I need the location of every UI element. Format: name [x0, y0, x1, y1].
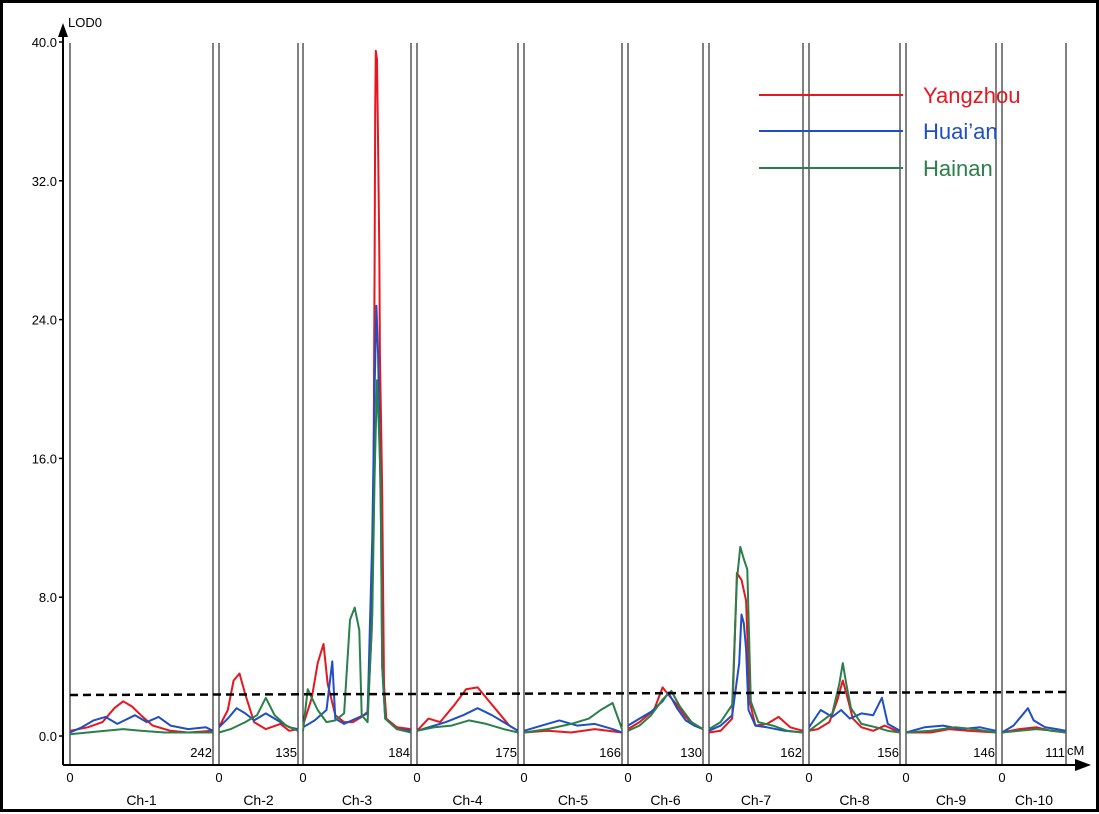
chromosome-end-label: 184 — [388, 745, 410, 760]
chromosome-end-label: 146 — [973, 745, 995, 760]
chromosome-start-label: 0 — [520, 770, 527, 785]
qtl-lod-chart: 0.08.016.024.032.040.0LOD0cM0242Ch-10135… — [32, 15, 1091, 808]
chromosome-end-label: 135 — [275, 745, 297, 760]
series-line-hainan-ch-9 — [905, 726, 997, 734]
chromosome-name-label: Ch-9 — [936, 792, 967, 808]
chromosome-start-label: 0 — [805, 770, 812, 785]
y-tick-label: 32.0 — [32, 174, 57, 189]
y-tick-label: 24.0 — [32, 313, 57, 328]
series-line-huaian-ch-4 — [416, 707, 519, 732]
y-tick-label: 40.0 — [32, 35, 57, 50]
series-line-yangzhou-ch-3 — [302, 49, 412, 731]
series-line-huaian-ch-7 — [708, 613, 804, 734]
chromosome-name-label: Ch-1 — [126, 792, 157, 808]
lod-threshold-line — [69, 690, 1067, 697]
chromosome-start-label: 0 — [299, 770, 306, 785]
legend-label-hainan: Hainan — [923, 156, 993, 181]
chromosome-start-label: 0 — [902, 770, 909, 785]
chromosome-end-label: 162 — [780, 745, 802, 760]
series-line-hainan-ch-6 — [627, 689, 704, 732]
y-tick-label: 8.0 — [39, 590, 57, 605]
series-line-hainan-ch-5 — [523, 702, 623, 734]
x-unit-label: cM — [1067, 743, 1084, 758]
series-line-yangzhou-ch-8 — [808, 679, 901, 734]
y-axis-arrow — [58, 23, 68, 37]
chromosome-end-label: 242 — [190, 745, 212, 760]
chromosome-start-label: 0 — [215, 770, 222, 785]
chromosome-start-label: 0 — [66, 770, 73, 785]
series-line-yangzhou-ch-5 — [523, 728, 623, 734]
chromosome-start-label: 0 — [998, 770, 1005, 785]
chromosome-name-label: Ch-3 — [342, 792, 373, 808]
series-line-hainan-ch-1 — [69, 728, 213, 736]
chromosome-name-label: Ch-5 — [558, 792, 589, 808]
series-line-yangzhou-ch-1 — [69, 700, 214, 734]
legend-label-yangzhou: Yangzhou — [923, 83, 1020, 108]
series-line-yangzhou-ch-7 — [708, 571, 804, 734]
chromosome-end-label: 175 — [495, 745, 517, 760]
series-line-hainan-ch-7 — [708, 545, 804, 734]
series-line-yangzhou-ch-2 — [218, 672, 299, 732]
y-tick-label: 16.0 — [32, 451, 57, 466]
series-line-hainan-ch-8 — [808, 662, 901, 734]
series-line-huaian-ch-1 — [69, 714, 214, 734]
chromosome-start-label: 0 — [413, 770, 420, 785]
chromosome-name-label: Ch-2 — [243, 792, 274, 808]
x-axis-arrow — [1075, 759, 1091, 771]
series-line-hainan-ch-3 — [302, 379, 412, 734]
series-line-hainan-ch-10 — [1001, 728, 1067, 734]
series-line-huaian-ch-5 — [523, 719, 623, 734]
chromosome-start-label: 0 — [624, 770, 631, 785]
chromosome-end-label: 130 — [680, 745, 702, 760]
chromosome-end-label: 111 — [1045, 745, 1065, 760]
legend-label-huaian: Huai’an — [923, 119, 998, 144]
chromosome-end-label: 156 — [877, 745, 899, 760]
chromosome-name-label: Ch-4 — [452, 792, 483, 808]
series-line-huaian-ch-10 — [1001, 707, 1067, 734]
chromosome-start-label: 0 — [705, 770, 712, 785]
chromosome-name-label: Ch-7 — [741, 792, 772, 808]
series-line-hainan-ch-4 — [416, 719, 519, 734]
series-line-huaian-ch-3 — [302, 304, 412, 732]
chromosome-name-label: Ch-8 — [839, 792, 870, 808]
chromosome-name-label: Ch-6 — [650, 792, 681, 808]
y-axis-title: LOD0 — [68, 15, 102, 30]
chromosome-name-label: Ch-10 — [1015, 792, 1053, 808]
series-line-hainan-ch-2 — [218, 696, 299, 734]
chromosome-end-label: 166 — [599, 745, 621, 760]
y-tick-label: 0.0 — [39, 729, 57, 744]
series-line-yangzhou-ch-4 — [416, 686, 519, 732]
